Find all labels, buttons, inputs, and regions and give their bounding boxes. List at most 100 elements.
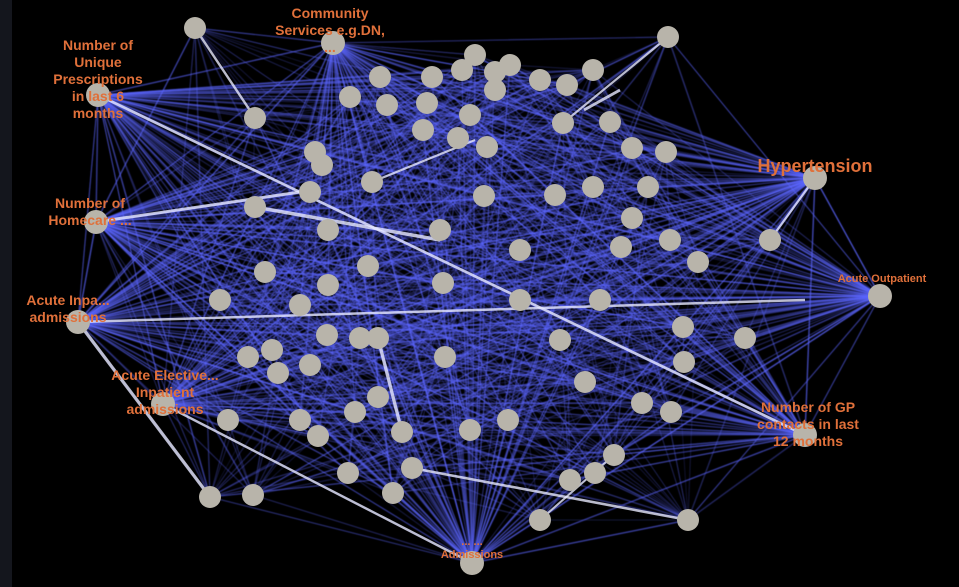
node-label-prescriptions: Number of (63, 37, 133, 53)
edge (97, 94, 211, 498)
edge (309, 84, 568, 193)
edge (539, 402, 643, 521)
strong-edge-layer (76, 27, 816, 565)
node-label-acute-inpatient: Acute Inpa... (26, 292, 109, 308)
edge (77, 195, 485, 323)
graph-node (552, 112, 574, 134)
edge (77, 284, 329, 323)
edge (592, 177, 816, 188)
edge (194, 27, 586, 383)
hub-node (460, 551, 484, 575)
edge (247, 129, 424, 358)
graph-node (344, 401, 366, 423)
node-label-bottom-center: Admissions (441, 549, 503, 561)
edge (426, 102, 594, 188)
edge (376, 337, 404, 433)
edge (461, 69, 816, 179)
graph-node (549, 329, 571, 351)
edge (95, 117, 256, 223)
edge (486, 146, 541, 521)
edge (471, 299, 601, 564)
edge (254, 205, 441, 242)
edge (97, 94, 323, 166)
edge (494, 71, 615, 456)
edge (494, 89, 771, 241)
edge (494, 89, 586, 383)
edge (377, 36, 669, 398)
graph-node (509, 239, 531, 261)
graph-node (244, 107, 266, 129)
edge (299, 191, 311, 306)
edge (665, 151, 671, 241)
edge (519, 246, 622, 251)
node-label-community: Community (292, 5, 369, 21)
graph-node (412, 119, 434, 141)
node-label-homecare: Number of (55, 195, 125, 211)
edge (562, 122, 633, 219)
node-label-acute-elective: Inpatient (136, 384, 195, 400)
edge (219, 299, 473, 564)
edge (494, 71, 699, 263)
edge (442, 282, 746, 339)
edge (371, 181, 556, 196)
graph-node (509, 289, 531, 311)
graph-node (289, 409, 311, 431)
left-edge-bar (0, 0, 12, 587)
edge (354, 411, 471, 431)
edge (641, 337, 746, 404)
edge (347, 326, 684, 474)
graph-node (544, 184, 566, 206)
graph-node (677, 509, 699, 531)
edge (583, 88, 621, 112)
graph-node (391, 421, 413, 443)
edge (97, 94, 221, 301)
node-label-bottom-center: ... ... (461, 536, 482, 548)
graph-node (434, 346, 456, 368)
edge (219, 284, 329, 301)
edge (507, 249, 521, 421)
edge (194, 27, 323, 166)
edge (299, 419, 806, 436)
edge (254, 117, 329, 231)
edge (613, 454, 689, 521)
node-label-prescriptions: in last 6 (72, 88, 124, 104)
graph-node (734, 327, 756, 349)
edge (193, 27, 257, 119)
graph-node (529, 509, 551, 531)
hub-node (151, 392, 175, 416)
hub-node (868, 284, 892, 308)
edge (539, 79, 615, 456)
edge (77, 321, 229, 421)
node-label-gp-contacts: Number of GP (761, 399, 855, 415)
edge (584, 147, 633, 383)
edge-layer (77, 27, 881, 564)
edge (95, 221, 254, 496)
graph-node (599, 111, 621, 133)
graph-node (476, 136, 498, 158)
graph-node (367, 327, 389, 349)
edge (252, 304, 301, 496)
edge (599, 261, 699, 301)
node-label-homecare: Homecare ... (48, 212, 131, 228)
graph-node (759, 229, 781, 251)
edge (426, 102, 881, 297)
edge (354, 361, 685, 413)
edge (219, 299, 509, 421)
edge (426, 102, 699, 263)
graph-node (459, 104, 481, 126)
graph-node (574, 371, 596, 393)
graph-node (382, 482, 404, 504)
edge (347, 472, 473, 564)
edge (97, 89, 496, 96)
edge (271, 349, 301, 421)
edge (411, 246, 622, 469)
edge (665, 151, 771, 241)
edge (254, 102, 428, 208)
edge (354, 299, 601, 413)
edge (471, 419, 509, 564)
graph-node (603, 444, 625, 466)
edge (377, 295, 881, 398)
edge (264, 195, 485, 273)
edge (314, 147, 633, 153)
edge (219, 96, 351, 301)
